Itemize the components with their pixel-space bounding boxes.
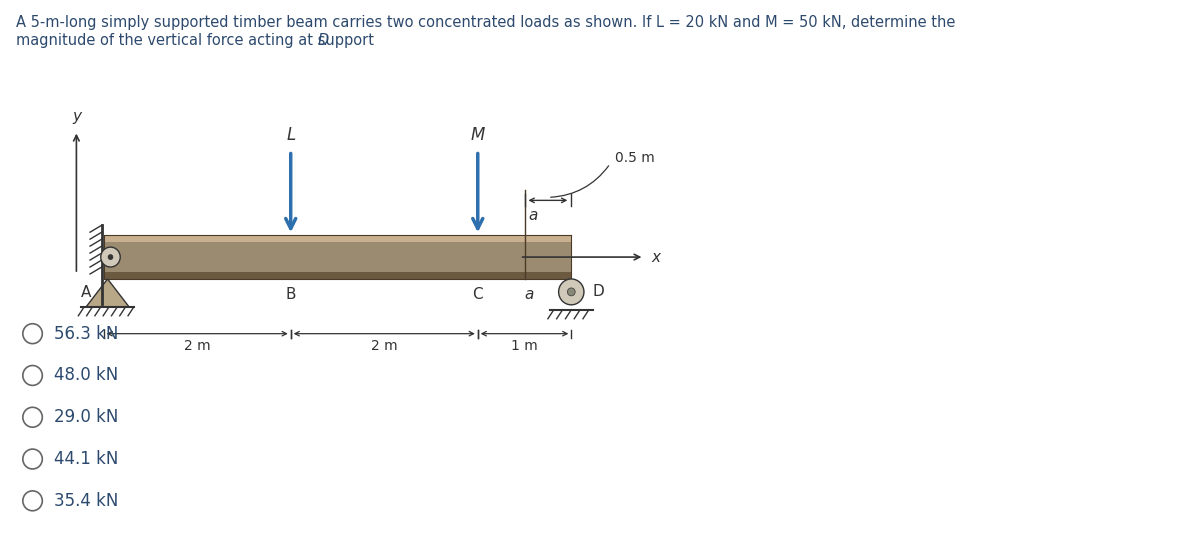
Circle shape (559, 279, 584, 305)
Text: 56.3 kN: 56.3 kN (54, 325, 118, 343)
Polygon shape (86, 279, 129, 307)
FancyArrowPatch shape (550, 166, 609, 197)
Text: 1 m: 1 m (511, 339, 538, 353)
Text: A 5-m-long simply supported timber beam carries two concentrated loads as shown.: A 5-m-long simply supported timber beam … (15, 15, 955, 30)
Text: M: M (470, 126, 485, 144)
Text: magnitude of the vertical force acting at support: magnitude of the vertical force acting a… (15, 33, 379, 48)
Text: L: L (286, 126, 295, 144)
Text: C: C (473, 287, 484, 302)
Text: a: a (525, 287, 534, 302)
Text: D: D (593, 285, 605, 299)
Circle shape (567, 288, 575, 296)
Text: A: A (81, 286, 92, 300)
Text: 35.4 kN: 35.4 kN (54, 492, 118, 510)
Text: 2 m: 2 m (370, 339, 398, 353)
Circle shape (108, 255, 113, 260)
Text: a: a (529, 208, 538, 223)
Polygon shape (104, 235, 572, 279)
Text: 29.0 kN: 29.0 kN (54, 408, 118, 426)
Text: x: x (651, 249, 660, 264)
Text: 2 m: 2 m (183, 339, 211, 353)
Text: .: . (323, 33, 328, 48)
Text: 44.1 kN: 44.1 kN (54, 450, 118, 468)
Text: 48.0 kN: 48.0 kN (54, 366, 118, 384)
Text: D: D (318, 33, 329, 48)
Text: y: y (71, 109, 81, 124)
Text: 0.5 m: 0.5 m (615, 151, 655, 165)
Polygon shape (104, 235, 572, 242)
Text: B: B (286, 287, 297, 302)
Polygon shape (104, 272, 572, 279)
Circle shape (101, 247, 120, 267)
